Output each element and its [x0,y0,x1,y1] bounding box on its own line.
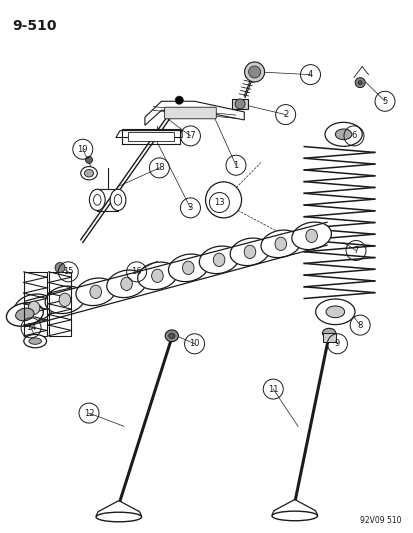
Ellipse shape [199,246,238,273]
FancyBboxPatch shape [164,107,216,119]
Ellipse shape [230,238,269,265]
Ellipse shape [76,278,115,305]
Text: 7: 7 [353,246,358,255]
Circle shape [85,156,92,164]
Bar [48,272,71,336]
Ellipse shape [114,195,121,205]
Ellipse shape [16,308,34,321]
Ellipse shape [24,335,46,348]
Ellipse shape [151,269,163,282]
Ellipse shape [121,277,132,290]
Ellipse shape [324,123,361,147]
Text: 3: 3 [188,204,192,212]
Polygon shape [96,501,141,516]
Circle shape [175,96,183,104]
Text: 18: 18 [154,164,164,172]
Circle shape [244,62,264,82]
Ellipse shape [182,261,194,274]
Text: 19: 19 [77,145,88,154]
Ellipse shape [169,333,174,338]
Polygon shape [145,101,244,125]
Text: 12: 12 [83,409,94,417]
Ellipse shape [260,230,300,257]
Ellipse shape [14,294,54,321]
Text: 6: 6 [351,132,356,140]
Ellipse shape [110,189,126,211]
Text: 92V09 510: 92V09 510 [359,516,401,525]
Ellipse shape [45,286,85,313]
Ellipse shape [59,293,71,306]
Ellipse shape [213,253,224,266]
Ellipse shape [6,303,43,326]
Ellipse shape [168,254,208,281]
Text: 1: 1 [233,161,238,169]
Ellipse shape [89,189,105,211]
Text: 13: 13 [214,198,224,207]
Circle shape [354,78,364,87]
Text: 16: 16 [131,268,142,276]
Text: 4: 4 [307,70,312,79]
Text: 15: 15 [63,268,74,276]
Circle shape [205,182,241,218]
Ellipse shape [271,511,317,521]
Text: 10: 10 [189,340,199,348]
Ellipse shape [107,270,146,297]
Polygon shape [271,500,317,515]
Ellipse shape [93,195,101,205]
Polygon shape [116,131,182,138]
Bar [128,132,173,141]
Polygon shape [231,99,248,109]
Circle shape [357,80,361,85]
Ellipse shape [325,306,344,318]
Bar [322,333,335,342]
Text: 2: 2 [282,110,287,119]
Ellipse shape [335,129,351,140]
Ellipse shape [29,338,41,344]
Text: 9-510: 9-510 [12,19,56,33]
Ellipse shape [90,285,101,298]
Ellipse shape [322,328,335,338]
Ellipse shape [84,169,93,177]
Circle shape [235,99,244,109]
Ellipse shape [165,330,178,342]
Text: 11: 11 [267,385,278,393]
Ellipse shape [28,301,40,314]
Text: 14: 14 [26,324,36,332]
Ellipse shape [305,229,317,243]
Ellipse shape [315,299,354,325]
Ellipse shape [274,237,286,251]
Text: 8: 8 [357,321,362,329]
Ellipse shape [137,262,177,289]
Circle shape [248,66,260,78]
Ellipse shape [81,167,97,180]
Circle shape [55,263,65,272]
Text: 9: 9 [334,340,339,348]
Ellipse shape [244,245,255,259]
Text: 5: 5 [382,97,387,106]
Bar [24,272,46,336]
Text: 17: 17 [185,132,195,140]
Ellipse shape [291,222,331,249]
Ellipse shape [96,512,141,522]
